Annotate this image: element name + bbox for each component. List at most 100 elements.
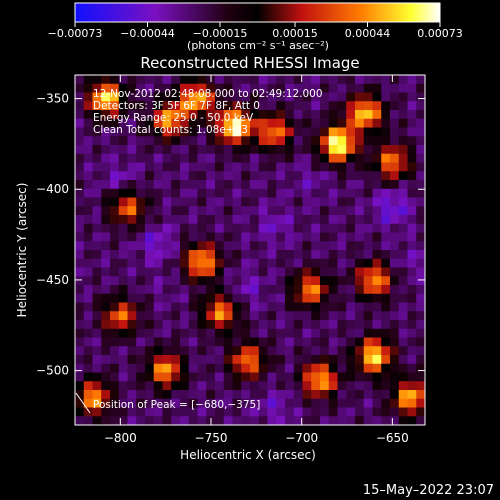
- heatmap-cell: [416, 197, 425, 207]
- heatmap-cell: [223, 250, 233, 260]
- heatmap-cell: [381, 363, 391, 373]
- heatmap-cell: [180, 188, 190, 198]
- heatmap-cell: [337, 285, 347, 295]
- heatmap-cell: [416, 302, 425, 312]
- heatmap-cell: [118, 162, 128, 172]
- heatmap-cell: [241, 241, 251, 251]
- heatmap-cell: [381, 416, 391, 425]
- heatmap-cell: [320, 241, 330, 251]
- heatmap-cell: [346, 276, 356, 286]
- heatmap-cell: [381, 381, 391, 391]
- heatmap-cell: [75, 302, 85, 312]
- heatmap-cell: [153, 390, 163, 400]
- heatmap-cell: [83, 101, 93, 111]
- heatmap-cell: [293, 328, 303, 338]
- heatmap-cell: [250, 346, 260, 356]
- heatmap-cell: [92, 363, 102, 373]
- annotation-line: 12-Nov-2012 02:48:08.000 to 02:49:12.000: [93, 88, 323, 100]
- heatmap-cell: [276, 293, 286, 303]
- heatmap-cell: [241, 223, 251, 233]
- heatmap-cell: [153, 250, 163, 260]
- heatmap-cell: [337, 110, 347, 120]
- heatmap-cell: [197, 83, 207, 93]
- heatmap-cell: [276, 258, 286, 268]
- heatmap-cell: [206, 363, 216, 373]
- colorbar-tick-label: −0.00073: [48, 27, 103, 40]
- heatmap-cell: [328, 136, 338, 146]
- heatmap-cell: [162, 398, 172, 408]
- heatmap-cell: [328, 75, 338, 85]
- heatmap-cell: [162, 223, 172, 233]
- heatmap-cell: [250, 118, 260, 128]
- heatmap-cell: [328, 267, 338, 277]
- heatmap-cell: [346, 136, 356, 146]
- heatmap-cell: [223, 416, 233, 425]
- heatmap-cell: [215, 311, 225, 321]
- heatmap-cell: [188, 416, 198, 425]
- heatmap-cell: [250, 215, 260, 225]
- heatmap-cell: [267, 75, 277, 85]
- heatmap-cell: [293, 416, 303, 425]
- heatmap-cell: [337, 145, 347, 155]
- heatmap-cell: [258, 285, 268, 295]
- heatmap-cell: [407, 355, 417, 365]
- heatmap-cell: [302, 416, 312, 425]
- heatmap-cell: [136, 398, 146, 408]
- heatmap-cell: [127, 407, 137, 417]
- heatmap-cell: [162, 381, 172, 391]
- heatmap-cell: [241, 398, 251, 408]
- heatmap-cell: [381, 101, 391, 111]
- heatmap-cell: [145, 285, 155, 295]
- heatmap-cell: [250, 372, 260, 382]
- heatmap-cell: [398, 390, 408, 400]
- heatmap-cell: [346, 258, 356, 268]
- heatmap-cell: [153, 171, 163, 181]
- heatmap-cell: [416, 136, 425, 146]
- heatmap-cell: [355, 206, 365, 216]
- heatmap-cell: [328, 215, 338, 225]
- heatmap-cell: [416, 153, 425, 163]
- heatmap-image: [75, 75, 425, 425]
- heatmap-cell: [136, 258, 146, 268]
- heatmap-cell: [355, 110, 365, 120]
- heatmap-cell: [381, 337, 391, 347]
- heatmap-cell: [390, 355, 400, 365]
- colorbar-tick-label: 0.00073: [417, 27, 463, 40]
- heatmap-cell: [355, 171, 365, 181]
- heatmap-cell: [197, 250, 207, 260]
- heatmap-cell: [197, 232, 207, 242]
- heatmap-cell: [267, 215, 277, 225]
- heatmap-cell: [75, 206, 85, 216]
- heatmap-cell: [372, 363, 382, 373]
- heatmap-cell: [258, 250, 268, 260]
- heatmap-cell: [355, 337, 365, 347]
- heatmap-cell: [258, 276, 268, 286]
- heatmap-cell: [407, 285, 417, 295]
- heatmap-cell: [293, 118, 303, 128]
- heatmap-cell: [398, 293, 408, 303]
- heatmap-cell: [320, 390, 330, 400]
- heatmap-cell: [267, 153, 277, 163]
- heatmap-cell: [416, 407, 425, 417]
- heatmap-cell: [223, 346, 233, 356]
- heatmap-cell: [188, 267, 198, 277]
- heatmap-cell: [363, 407, 373, 417]
- heatmap-cell: [390, 206, 400, 216]
- heatmap-cell: [258, 75, 268, 85]
- heatmap-cell: [293, 293, 303, 303]
- heatmap-cell: [101, 145, 111, 155]
- heatmap-cell: [162, 302, 172, 312]
- heatmap-cell: [250, 390, 260, 400]
- heatmap-cell: [83, 118, 93, 128]
- heatmap-cell: [136, 381, 146, 391]
- heatmap-cell: [346, 241, 356, 251]
- heatmap-cell: [127, 390, 137, 400]
- heatmap-cell: [197, 188, 207, 198]
- heatmap-cell: [145, 407, 155, 417]
- heatmap-cell: [118, 118, 128, 128]
- heatmap-cell: [416, 83, 425, 93]
- heatmap-cell: [337, 381, 347, 391]
- heatmap-cell: [162, 276, 172, 286]
- heatmap-cell: [241, 127, 251, 137]
- heatmap-cell: [372, 372, 382, 382]
